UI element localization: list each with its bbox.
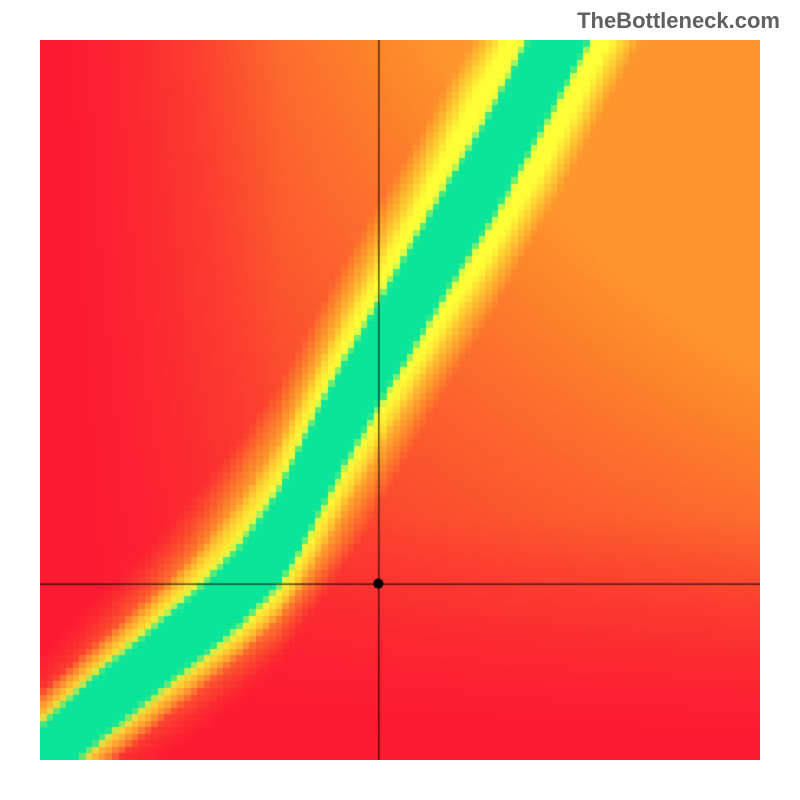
heatmap-canvas bbox=[40, 40, 760, 760]
watermark-text: TheBottleneck.com bbox=[577, 8, 780, 34]
bottleneck-chart-container: TheBottleneck.com bbox=[0, 0, 800, 800]
chart-frame bbox=[40, 40, 760, 760]
